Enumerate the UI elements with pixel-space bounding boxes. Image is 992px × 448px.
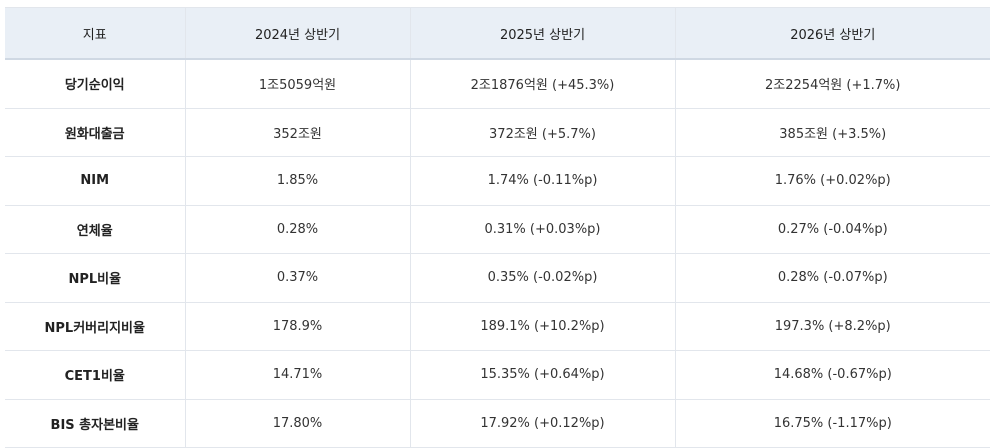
table-cell: 1조5059억원: [184, 58, 411, 109]
table-cell: 2조2254억원 (+1.7%): [674, 58, 990, 109]
table-row: NIM 1.85% 1.74% (-0.11%p) 1.76% (+0.02%p): [5, 156, 990, 206]
table-cell: 15.35% (+0.64%p): [409, 350, 676, 400]
table-cell: 1.85%: [184, 156, 411, 206]
table-cell: 0.31% (+0.03%p): [409, 204, 676, 254]
header-cell: 2024년 상반기: [184, 7, 411, 60]
table-header: 지표 2024년 상반기 2025년 상반기 2026년 상반기: [5, 7, 990, 60]
row-label: NPL비율: [5, 253, 186, 303]
table-cell: 17.92% (+0.12%p): [409, 398, 676, 448]
header-cell: 지표: [5, 7, 186, 60]
table-cell: 352조원: [184, 107, 411, 157]
table-cell: 385조원 (+3.5%): [674, 107, 990, 157]
table-cell: 372조원 (+5.7%): [409, 107, 676, 157]
table-cell: 1.74% (-0.11%p): [409, 156, 676, 206]
header-cell: 2025년 상반기: [409, 7, 676, 60]
row-label: 연체율: [5, 204, 186, 254]
table-cell: 17.80%: [184, 398, 411, 448]
table-row: CET1비율 14.71% 15.35% (+0.64%p) 14.68% (-0.6…: [5, 350, 990, 400]
table-row: 연체율 0.28% 0.31% (+0.03%p) 0.27% (-0.04%p): [5, 204, 990, 254]
table-cell: 1.76% (+0.02%p): [674, 156, 990, 206]
table-cell: 14.68% (-0.67%p): [674, 350, 990, 400]
table-cell: 189.1% (+10.2%p): [409, 301, 676, 351]
header-cell: 2026년 상반기: [674, 7, 990, 60]
row-label: CET1비율: [5, 350, 186, 400]
table-row: NPL커버리지비율 178.9% 189.1% (+10.2%p) 197.3% (+…: [5, 301, 990, 351]
table-cell: 197.3% (+8.2%p): [674, 301, 990, 351]
table-cell: 16.75% (-1.17%p): [674, 398, 990, 448]
table-cell: 14.71%: [184, 350, 411, 400]
table-row: 원화대출금 352조원 372조원 (+5.7%) 385조원 (+3.5%): [5, 107, 990, 157]
table-body: 당기순이익 1조5059억원 2조1876억원 (+45.3%) 2조2254억원 (…: [5, 58, 990, 448]
table-cell: 0.37%: [184, 253, 411, 303]
row-label: 당기순이익: [5, 58, 186, 109]
table-cell: 0.28% (-0.07%p): [674, 253, 990, 303]
table-cell: 178.9%: [184, 301, 411, 351]
row-label: 원화대출금: [5, 107, 186, 157]
row-label: BIS 총자본비율: [5, 398, 186, 448]
table-row: 당기순이익 1조5059억원 2조1876억원 (+45.3%) 2조2254억원 (…: [5, 58, 990, 109]
table-cell: 0.35% (-0.02%p): [409, 253, 676, 303]
row-label: NPL커버리지비율: [5, 301, 186, 351]
table-cell: 2조1876억원 (+45.3%): [409, 58, 676, 109]
table-cell: 0.28%: [184, 204, 411, 254]
table-row: NPL비율 0.37% 0.35% (-0.02%p) 0.28% (-0.07%p): [5, 253, 990, 303]
row-label: NIM: [5, 156, 186, 206]
table-cell: 0.27% (-0.04%p): [674, 204, 990, 254]
header-row: 지표 2024년 상반기 2025년 상반기 2026년 상반기: [5, 7, 990, 60]
table-row: BIS 총자본비율 17.80% 17.92% (+0.12%p) 16.75% (-…: [5, 398, 990, 448]
data-table: 지표 2024년 상반기 2025년 상반기 2026년 상반기 당기순이익 1조505…: [5, 7, 990, 448]
